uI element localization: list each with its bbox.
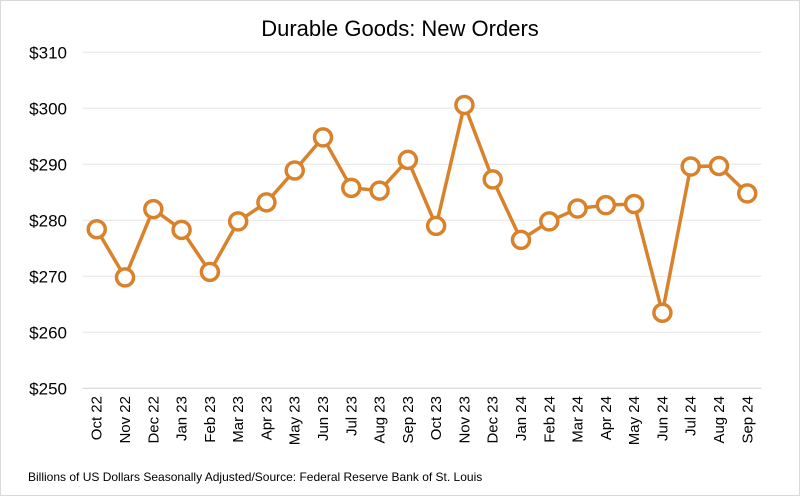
- x-tick-label: Jul 24: [683, 396, 700, 436]
- data-point: [454, 94, 475, 116]
- data-point: [86, 219, 107, 240]
- x-tick-label: Oct 22: [89, 396, 106, 440]
- data-point: [652, 302, 673, 323]
- y-tick-label: $280: [29, 211, 67, 230]
- data-point: [680, 156, 701, 177]
- x-tick-label: Feb 23: [202, 396, 219, 443]
- x-tick-label: Feb 24: [541, 396, 558, 443]
- x-tick-label: Dec 22: [145, 396, 162, 444]
- data-point: [284, 160, 305, 181]
- x-tick-label: May 24: [626, 396, 643, 445]
- data-point: [539, 211, 560, 232]
- x-tick-label: Dec 23: [485, 396, 502, 444]
- data-point: [143, 198, 164, 220]
- x-tick-label: Mar 23: [230, 396, 247, 443]
- data-point: [425, 215, 447, 237]
- footnote: Billions of US Dollars Seasonally Adjust…: [28, 470, 483, 484]
- data-point: [595, 194, 617, 216]
- data-point: [623, 193, 645, 215]
- x-tick-label: Jun 24: [654, 396, 671, 441]
- data-point: [341, 177, 362, 199]
- x-tick-label: Apr 23: [258, 396, 275, 440]
- x-tick-label: Nov 23: [456, 396, 473, 444]
- x-tick-label: Jan 23: [174, 396, 191, 441]
- x-tick-label: Apr 24: [598, 396, 615, 440]
- x-tick-label: Aug 23: [372, 396, 389, 444]
- x-tick-label: Mar 24: [570, 396, 587, 443]
- y-tick-label: $270: [29, 267, 67, 286]
- series-line: [95, 103, 749, 315]
- data-point: [114, 267, 136, 288]
- x-tick-label: Jun 23: [315, 396, 332, 441]
- data-point: [171, 219, 192, 241]
- data-point: [312, 127, 334, 148]
- x-tick-label: Aug 24: [711, 396, 728, 444]
- data-point: [708, 155, 730, 177]
- x-tick-label: Jul 23: [343, 396, 360, 436]
- x-tick-label: Sep 24: [739, 396, 756, 444]
- data-point: [227, 211, 249, 232]
- data-point: [397, 149, 419, 171]
- y-tick-label: $250: [29, 379, 67, 398]
- data-point: [510, 229, 532, 251]
- data-point: [199, 261, 221, 283]
- data-point: [256, 192, 277, 213]
- data-point: [369, 180, 390, 201]
- y-tick-label: $290: [29, 155, 67, 174]
- x-tick-label: Sep 23: [400, 396, 417, 444]
- x-tick-label: May 23: [287, 396, 304, 445]
- data-point: [567, 198, 588, 219]
- y-tick-label: $310: [29, 43, 67, 62]
- chart-title: Durable Goods: New Orders: [261, 16, 539, 41]
- data-point: [482, 169, 503, 190]
- x-tick-label: Nov 22: [117, 396, 134, 444]
- y-tick-label: $260: [29, 323, 67, 342]
- data-point: [737, 183, 758, 204]
- y-tick-label: $300: [29, 99, 67, 118]
- x-tick-label: Oct 23: [428, 396, 445, 440]
- x-tick-label: Jan 24: [513, 396, 530, 441]
